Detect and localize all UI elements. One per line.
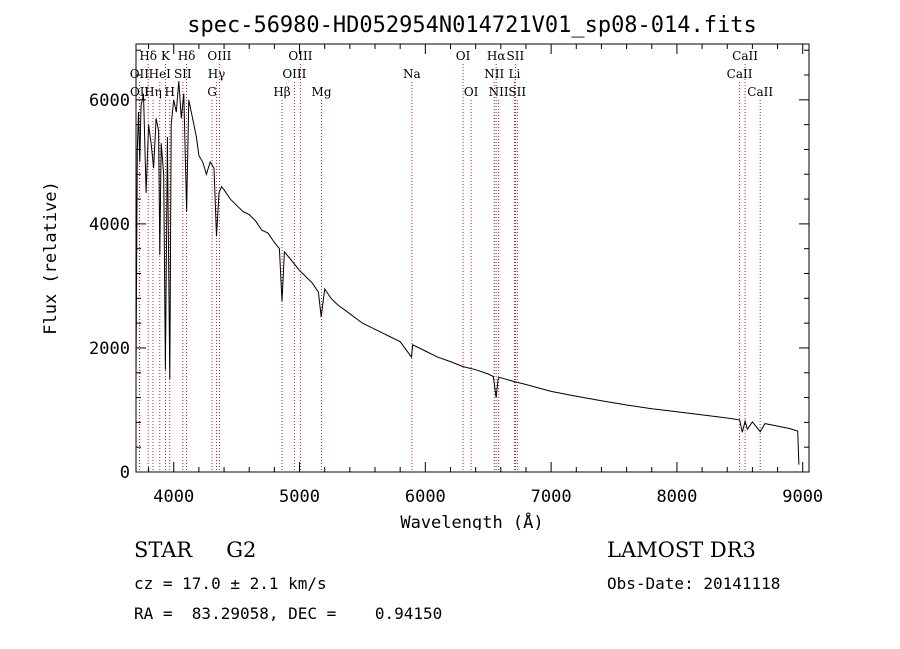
line-label-3: OIII [207, 49, 231, 63]
line-label-0: Hδ [139, 49, 157, 63]
line-label-27: CaII [747, 85, 773, 99]
object-classification: STAR G2 [134, 538, 290, 562]
plot-frame [135, 43, 810, 473]
line-label-7: SII [507, 49, 525, 63]
line-label-23: Mg [312, 85, 332, 99]
line-label-16: Li [508, 67, 520, 81]
line-label-2: Hδ [178, 49, 196, 63]
line-label-17: CaII [727, 67, 753, 81]
line-label-18: OII [130, 85, 150, 99]
x-tick-label-5000: 5000 [279, 487, 320, 507]
line-label-5: OI [456, 49, 471, 63]
line-label-13: OIII [282, 67, 306, 81]
x-tick-label-4000: 4000 [153, 487, 194, 507]
object-class: STAR [134, 538, 193, 562]
y-axis: 0 2000 4000 6000 [89, 49, 809, 483]
object-subclass: G2 [226, 538, 257, 562]
line-label-4: OIII [288, 49, 312, 63]
x-tick-label-9000: 9000 [782, 487, 823, 507]
x-tick-label-7000: 7000 [531, 487, 572, 507]
redshift-velocity: cz = 17.0 ± 2.1 km/s [134, 574, 327, 593]
chart-title: spec-56980-HD052954N014721V01_sp08-014.f… [187, 13, 757, 38]
line-label-14: Na [403, 67, 421, 81]
line-label-12: Hγ [208, 67, 226, 81]
spectrum-series-line [135, 81, 800, 465]
line-label-25: NII [489, 85, 509, 99]
line-label-6: Hα [487, 49, 506, 63]
y-tick-label-0: 0 [120, 463, 130, 483]
line-label-22: Hβ [273, 85, 290, 99]
y-tick-label-2000: 2000 [89, 339, 130, 359]
line-label-11: SII [174, 67, 192, 81]
line-label-9: OII [130, 67, 150, 81]
y-tick-label-6000: 6000 [89, 91, 130, 111]
line-label-19: Hη [144, 85, 162, 99]
line-marker-group [138, 64, 761, 472]
line-label-8: CaII [732, 49, 758, 63]
y-axis-label: Flux (relative) [41, 181, 61, 335]
line-label-1: K [161, 49, 171, 63]
line-label-26: SII [508, 85, 526, 99]
line-label-21: G [207, 85, 217, 99]
x-tick-label-6000: 6000 [405, 487, 446, 507]
line-label-24: OI [464, 85, 479, 99]
x-axis-label: Wavelength (Å) [400, 511, 543, 530]
line-label-10: HeI [149, 67, 172, 81]
spectrum-chart: spec-56980-HD052954N014721V01_sp08-014.f… [41, 13, 823, 530]
line-label-20: H [164, 85, 174, 99]
observation-date: Obs-Date: 20141118 [607, 574, 781, 593]
x-axis: 4000 5000 6000 7000 8000 9000 [148, 44, 823, 507]
y-tick-label-4000: 4000 [89, 215, 130, 235]
line-label-15: NII [484, 67, 504, 81]
survey-name: LAMOST DR3 [607, 538, 756, 562]
x-tick-label-8000: 8000 [656, 487, 697, 507]
sky-coordinates: RA = 83.29058, DEC = 0.94150 [134, 604, 443, 623]
